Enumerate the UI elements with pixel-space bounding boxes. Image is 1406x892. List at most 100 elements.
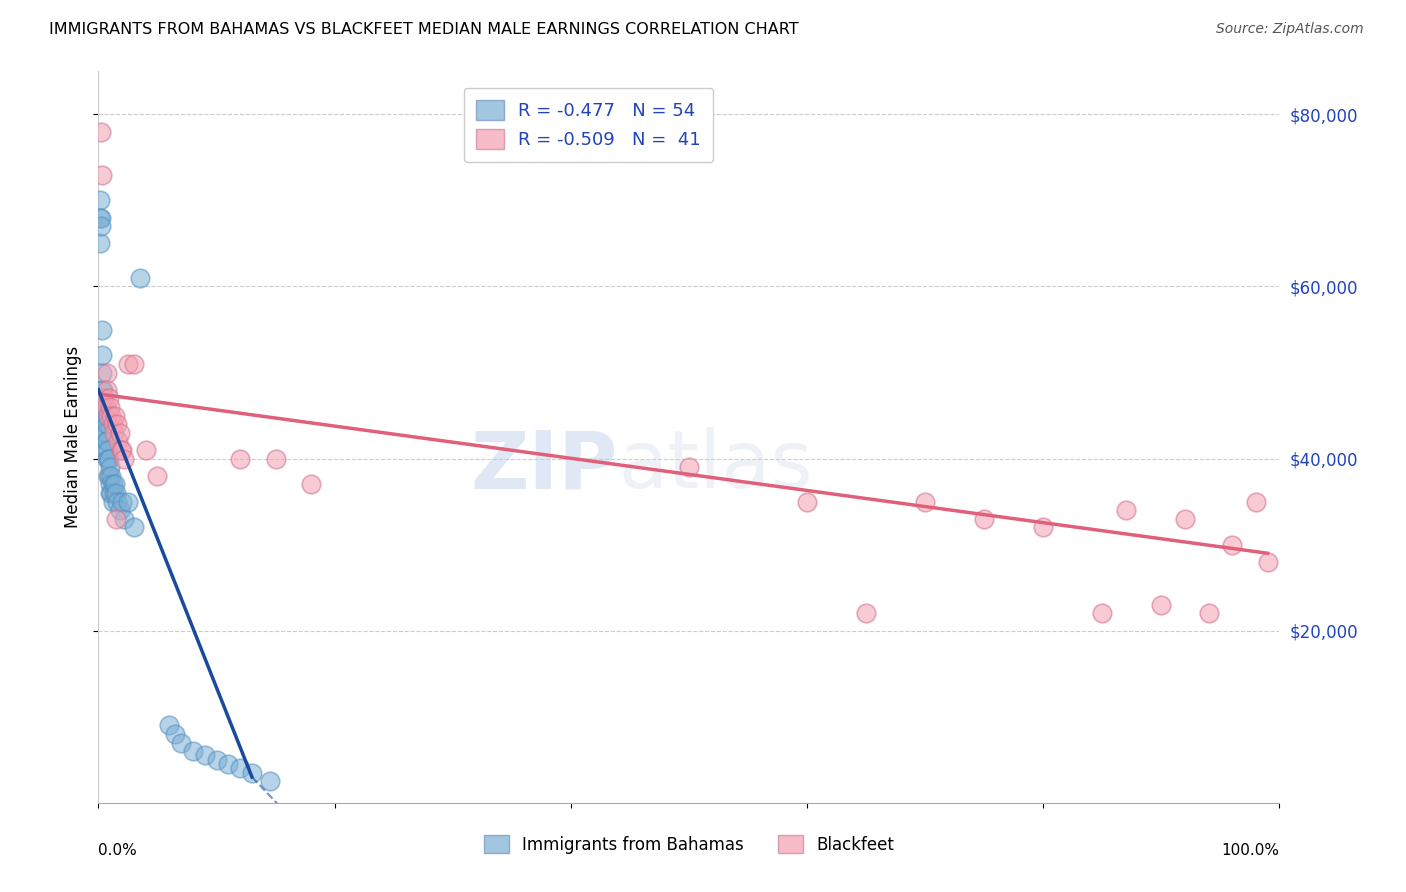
Point [1032, 520, 1054, 534]
Point [91, 322, 114, 336]
Point [1174, 512, 1197, 526]
Text: ZIP: ZIP [471, 427, 619, 506]
Point [1150, 598, 1173, 612]
Point [90, 219, 112, 234]
Point [98, 477, 121, 491]
Point [96, 366, 118, 380]
Point [181, 744, 204, 758]
Point [103, 486, 125, 500]
Point [94, 409, 117, 423]
Point [264, 451, 287, 466]
Point [91, 400, 114, 414]
Point [973, 512, 995, 526]
Point [110, 442, 132, 457]
Point [111, 442, 134, 457]
Point [96, 417, 118, 432]
Point [1257, 555, 1279, 569]
Point [91, 383, 114, 397]
Point [97, 451, 120, 466]
Point [135, 442, 157, 457]
Point [1115, 503, 1137, 517]
Legend: Immigrants from Bahamas, Blackfeet: Immigrants from Bahamas, Blackfeet [478, 829, 900, 860]
Text: 100.0%: 100.0% [1222, 843, 1279, 858]
Point [104, 477, 127, 491]
Point [91, 383, 114, 397]
Point [101, 417, 124, 432]
Point [96, 451, 118, 466]
Point [100, 468, 122, 483]
Point [98, 486, 121, 500]
Point [111, 494, 134, 508]
Point [165, 727, 187, 741]
Point [229, 761, 252, 775]
Point [678, 460, 700, 475]
Point [122, 520, 145, 534]
Point [1198, 607, 1220, 621]
Point [98, 400, 121, 414]
Point [101, 477, 124, 491]
Text: 0.0%: 0.0% [98, 843, 138, 858]
Point [108, 425, 131, 440]
Point [796, 494, 818, 508]
Point [1220, 538, 1243, 552]
Point [91, 348, 114, 362]
Point [98, 468, 121, 483]
Point [98, 460, 121, 475]
Point [93, 425, 115, 440]
Point [105, 512, 128, 526]
Point [101, 494, 124, 508]
Y-axis label: Median Male Earnings: Median Male Earnings [65, 346, 83, 528]
Point [94, 434, 117, 449]
Point [93, 392, 115, 406]
Point [93, 409, 115, 423]
Point [100, 409, 122, 423]
Point [90, 125, 112, 139]
Point [100, 486, 122, 500]
Point [97, 409, 120, 423]
Point [194, 748, 217, 763]
Point [229, 451, 252, 466]
Text: IMMIGRANTS FROM BAHAMAS VS BLACKFEET MEDIAN MALE EARNINGS CORRELATION CHART: IMMIGRANTS FROM BAHAMAS VS BLACKFEET MED… [49, 22, 799, 37]
Point [105, 486, 128, 500]
Point [91, 366, 114, 380]
Point [97, 442, 120, 457]
Text: atlas: atlas [619, 427, 813, 506]
Point [117, 494, 139, 508]
Point [96, 434, 118, 449]
Point [855, 607, 877, 621]
Point [89, 211, 111, 225]
Point [89, 194, 111, 208]
Point [98, 392, 121, 406]
Point [105, 417, 128, 432]
Point [94, 442, 117, 457]
Point [299, 477, 322, 491]
Text: Source: ZipAtlas.com: Source: ZipAtlas.com [1216, 22, 1364, 37]
Point [128, 271, 150, 285]
Point [205, 753, 228, 767]
Point [93, 417, 115, 432]
Point [98, 451, 121, 466]
Point [94, 425, 117, 440]
Point [170, 735, 193, 749]
Point [112, 451, 135, 466]
Point [146, 468, 169, 483]
Point [217, 757, 239, 772]
Point [91, 392, 114, 406]
Point [259, 774, 281, 789]
Point [117, 357, 139, 371]
Point [122, 357, 145, 371]
Point [108, 503, 131, 517]
Point [105, 494, 128, 508]
Point [1244, 494, 1267, 508]
Point [107, 434, 129, 449]
Point [914, 494, 936, 508]
Point [1091, 607, 1114, 621]
Point [104, 409, 127, 423]
Point [90, 211, 112, 225]
Point [103, 425, 125, 440]
Point [97, 468, 120, 483]
Point [112, 512, 135, 526]
Point [89, 236, 111, 251]
Point [96, 383, 118, 397]
Point [94, 400, 117, 414]
